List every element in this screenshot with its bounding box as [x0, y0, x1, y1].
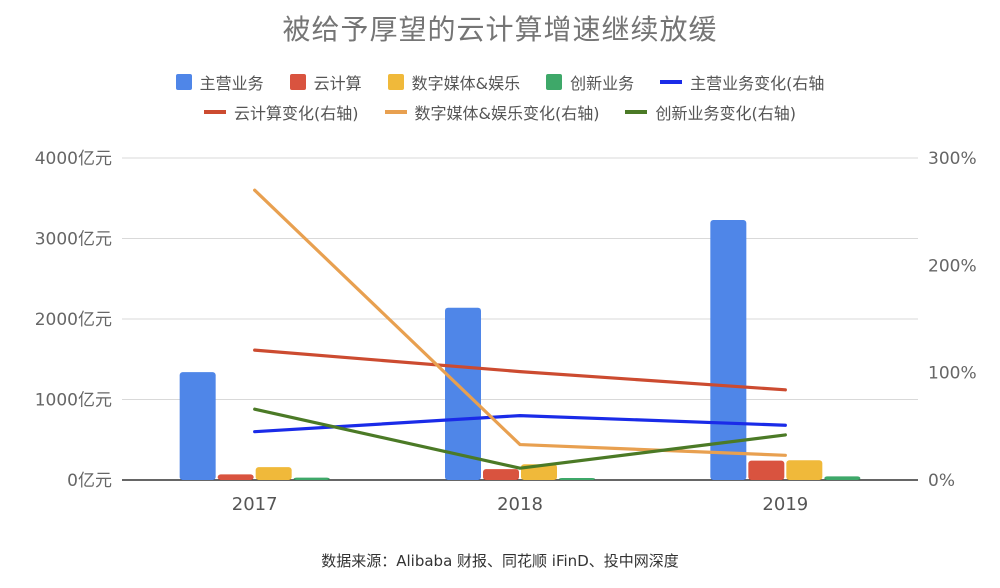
bar — [445, 307, 481, 480]
legend-swatch — [625, 110, 648, 114]
legend-label: 创新业务变化(右轴) — [655, 104, 796, 123]
bar — [217, 474, 254, 480]
bar — [559, 477, 595, 480]
bar — [483, 469, 519, 480]
bar — [255, 467, 292, 480]
legend-label: 主营业务变化(右轴 — [690, 74, 825, 93]
legend-item-main-business-change[interactable]: 主营业务变化(右轴 — [660, 70, 824, 94]
y-left-tick-label: 3000亿元 — [35, 230, 112, 250]
bar — [824, 476, 861, 480]
legend-swatch — [660, 80, 683, 84]
legend-swatch — [546, 74, 563, 90]
legend-label: 数字媒体&娱乐变化(右轴) — [414, 104, 600, 123]
x-tick-label: 2018 — [497, 494, 543, 515]
legend-swatch — [387, 74, 404, 90]
legend-swatch — [384, 110, 407, 114]
y-right-tick-label: 300% — [928, 149, 977, 169]
y-right-tick-label: 100% — [928, 364, 977, 384]
y-left-tick-label: 2000亿元 — [35, 310, 112, 330]
legend-item-main-business[interactable]: 主营业务 — [175, 70, 264, 94]
bar — [710, 219, 747, 481]
legend-item-cloud-change[interactable]: 云计算变化(右轴) — [204, 100, 359, 124]
legend-row-1: 主营业务 云计算 数字媒体&娱乐 创新业务 主营业务变化(右轴 — [0, 70, 1000, 94]
series-line — [253, 348, 787, 392]
legend-label: 云计算 — [313, 74, 362, 93]
y-left-tick-label: 4000亿元 — [35, 149, 112, 169]
chart-title: 被给予厚望的云计算增速继续放缓 — [282, 13, 718, 46]
legend-label: 主营业务 — [199, 74, 264, 93]
y-left-tick-label: 0亿元 — [67, 471, 112, 491]
legend-label: 数字媒体&娱乐 — [411, 74, 521, 93]
legend-item-innovation[interactable]: 创新业务 — [546, 70, 634, 94]
y-right-tick-label: 200% — [928, 256, 977, 276]
y-left-tick-label: 1000亿元 — [35, 391, 112, 411]
legend-item-cloud[interactable]: 云计算 — [289, 70, 362, 94]
legend-label: 创新业务 — [570, 74, 635, 93]
legend-label: 云计算变化(右轴) — [234, 104, 359, 123]
legend-swatch — [175, 74, 192, 90]
legend-item-digital-media-change[interactable]: 数字媒体&娱乐变化(右轴) — [384, 100, 600, 124]
legend-item-digital-media[interactable]: 数字媒体&娱乐 — [387, 70, 521, 94]
bar — [786, 460, 823, 480]
x-tick-label: 2017 — [232, 494, 278, 515]
series-line — [253, 414, 787, 434]
bar — [748, 460, 785, 480]
legend-swatch — [204, 110, 227, 114]
legend-item-innovation-change[interactable]: 创新业务变化(右轴) — [625, 100, 796, 124]
x-tick-label: 2019 — [762, 494, 808, 515]
series-line — [253, 188, 787, 457]
source-note: 数据来源：Alibaba 财报、同花顺 iFinD、投中网深度 — [321, 552, 679, 570]
series-line — [253, 407, 787, 470]
legend-row-2: 云计算变化(右轴) 数字媒体&娱乐变化(右轴) 创新业务变化(右轴) — [0, 100, 1000, 124]
bar — [293, 477, 330, 480]
bar — [179, 372, 216, 480]
y-right-tick-label: 0% — [928, 471, 955, 491]
legend-swatch — [289, 74, 306, 90]
